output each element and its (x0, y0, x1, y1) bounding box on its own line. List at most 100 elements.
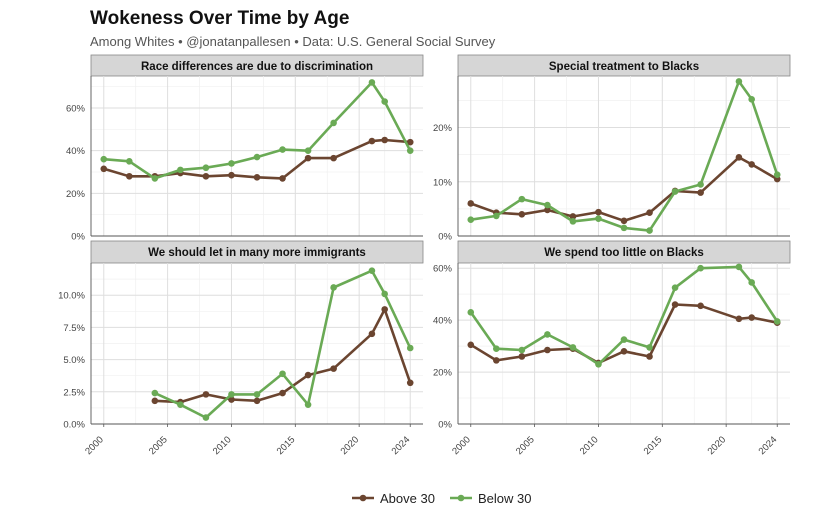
legend-item: Above 30 (352, 491, 435, 506)
legend-item: Below 30 (450, 491, 531, 506)
data-point (368, 79, 376, 86)
data-point (304, 147, 312, 154)
y-tick-label: 20% (66, 189, 86, 200)
data-point (773, 318, 781, 325)
y-tick-label: 20% (433, 368, 453, 379)
data-point (304, 154, 312, 162)
y-tick-label: 0% (438, 420, 452, 431)
data-point (228, 396, 235, 403)
data-point (569, 218, 577, 225)
panel-title: We should let in many more immigrants (148, 247, 366, 259)
data-point (177, 401, 184, 408)
y-tick-label: 10.0% (58, 291, 85, 302)
data-point (304, 401, 312, 408)
panel-1: Race differences are due to discriminati… (66, 54, 424, 243)
data-point (151, 397, 159, 405)
legend-swatch-point (457, 494, 465, 502)
y-tick-label: 0% (71, 232, 85, 243)
y-tick-label: 0.0% (63, 420, 85, 431)
data-point (646, 227, 653, 234)
data-point (330, 119, 337, 127)
data-point (544, 206, 551, 214)
x-tick-label: 2005 (514, 434, 537, 457)
legend-swatch-point (359, 494, 367, 502)
data-point (467, 341, 475, 349)
data-point (381, 306, 388, 313)
data-point (406, 379, 414, 387)
data-point (697, 189, 704, 196)
data-point (279, 175, 286, 182)
panel-title: We spend too little on Blacks (544, 247, 704, 259)
data-point (177, 166, 184, 174)
data-point (368, 137, 376, 145)
series-below-30 (467, 263, 781, 368)
data-point (202, 164, 210, 172)
data-point (569, 344, 577, 351)
legend-label: Below 30 (478, 491, 531, 506)
series-line (470, 80, 779, 232)
data-point (620, 224, 628, 232)
data-point (620, 217, 628, 225)
data-point (330, 154, 337, 162)
data-point (330, 365, 337, 372)
data-point (493, 345, 500, 352)
data-point (330, 284, 337, 291)
data-point (493, 212, 500, 220)
panel-title: Race differences are due to discriminati… (141, 61, 373, 73)
data-point (126, 172, 133, 180)
data-point (253, 174, 261, 181)
series-above-30 (151, 306, 414, 406)
data-point (697, 302, 704, 310)
x-tick-label: 2000 (83, 434, 106, 457)
panel-4: We spend too little on Blacks 0% 20% 40% 60%… (433, 240, 791, 457)
series-above-30 (467, 154, 781, 225)
legend-label: Above 30 (380, 491, 435, 506)
x-tick-label: 2005 (147, 434, 170, 457)
data-point (595, 215, 602, 222)
panel-strip (90, 54, 424, 77)
chart-title: Wokeness Over Time by Age (90, 8, 350, 29)
data-point (748, 96, 755, 103)
data-point (126, 158, 133, 165)
data-point (735, 263, 743, 271)
series-below-30 (151, 267, 414, 421)
data-point (100, 165, 108, 173)
data-point (279, 389, 286, 397)
panel-strip (457, 54, 791, 77)
series-line (103, 81, 412, 180)
y-tick-label: 40% (66, 146, 86, 157)
x-tick-label: 2024 (757, 434, 780, 457)
data-point (620, 336, 628, 343)
y-tick-label: 10% (433, 177, 453, 188)
x-tick-label: 2000 (450, 434, 473, 457)
y-tick-label: 60% (433, 264, 453, 275)
x-tick-label: 2024 (390, 434, 413, 457)
data-point (381, 290, 388, 298)
data-point (620, 347, 628, 355)
data-point (697, 181, 704, 188)
y-tick-label: 40% (433, 316, 453, 327)
data-point (253, 153, 261, 161)
data-point (748, 314, 755, 321)
series-above-30 (467, 301, 781, 367)
data-point (748, 161, 755, 168)
data-point (381, 98, 388, 105)
data-point (646, 209, 653, 216)
panel-2: Special treatment to Blacks 0% 10% 20% (433, 54, 791, 243)
data-point (304, 371, 312, 379)
series-line (154, 308, 412, 404)
data-point (228, 171, 235, 179)
data-point (406, 138, 414, 146)
panel-strip (90, 240, 424, 264)
data-point (697, 264, 704, 272)
data-point (671, 301, 679, 308)
data-point (544, 331, 551, 338)
series-below-30 (100, 79, 414, 182)
data-point (671, 284, 679, 291)
y-tick-label: 5.0% (63, 355, 85, 366)
data-point (151, 175, 159, 182)
panel-strip (457, 240, 791, 264)
data-point (518, 353, 526, 360)
data-point (518, 211, 526, 218)
